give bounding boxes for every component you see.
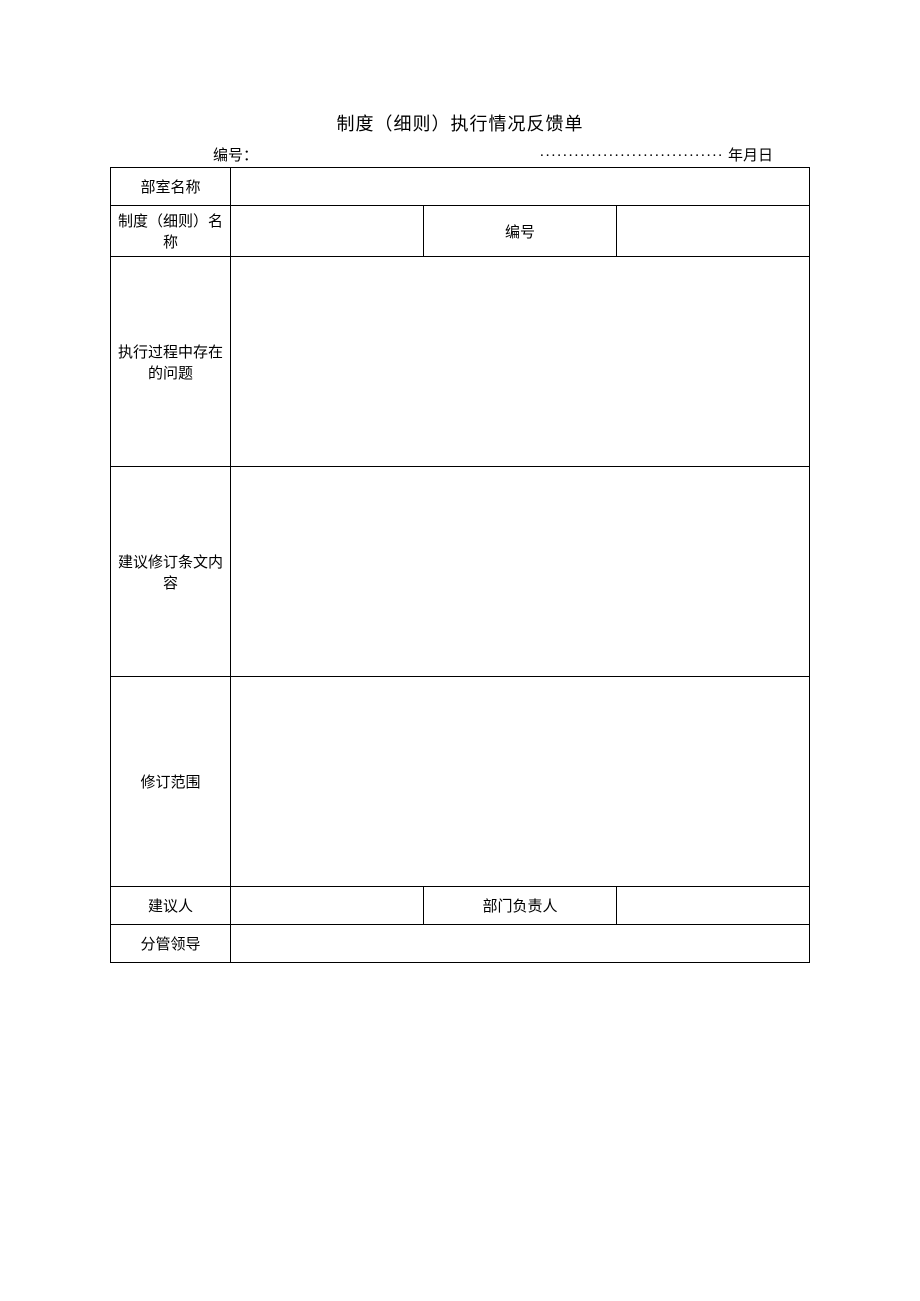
dept-head-label: 部门负责人 (424, 887, 617, 925)
supervisor-value (231, 925, 810, 963)
dept-name-value (231, 168, 810, 206)
form-title: 制度（细则）执行情况反馈单 (110, 110, 810, 136)
header-row: 编号： ................................ 年月日 (110, 144, 810, 165)
suggestion-label: 建议修订条文内容 (111, 467, 231, 677)
header-dots: ................................ (262, 144, 728, 165)
rule-number-label: 编号 (424, 206, 617, 257)
table-row: 制度（细则）名称 编号 (111, 206, 810, 257)
suggestion-value (231, 467, 810, 677)
rule-name-value (231, 206, 424, 257)
issues-label: 执行过程中存在的问题 (111, 257, 231, 467)
scope-label: 修订范围 (111, 677, 231, 887)
rule-number-value (617, 206, 810, 257)
table-row: 部室名称 (111, 168, 810, 206)
dept-head-value (617, 887, 810, 925)
feedback-table: 部室名称 制度（细则）名称 编号 执行过程中存在的问题 建议修订条文内容 修订范… (110, 167, 810, 963)
table-row: 分管领导 (111, 925, 810, 963)
issues-value (231, 257, 810, 467)
dept-name-label: 部室名称 (111, 168, 231, 206)
date-label: 年月日 (728, 144, 808, 165)
table-row: 修订范围 (111, 677, 810, 887)
proposer-label: 建议人 (111, 887, 231, 925)
supervisor-label: 分管领导 (111, 925, 231, 963)
table-row: 建议修订条文内容 (111, 467, 810, 677)
rule-name-label: 制度（细则）名称 (111, 206, 231, 257)
table-row: 执行过程中存在的问题 (111, 257, 810, 467)
scope-value (231, 677, 810, 887)
proposer-value (231, 887, 424, 925)
number-label: 编号： (112, 144, 262, 165)
table-row: 建议人 部门负责人 (111, 887, 810, 925)
